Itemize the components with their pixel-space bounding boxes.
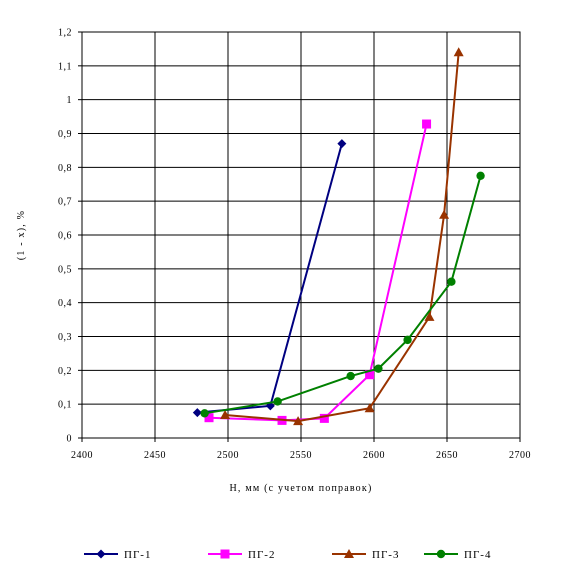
y-tick-label: 0,3	[58, 332, 72, 343]
y-tick-label: 0,7	[58, 197, 72, 208]
series-1	[192, 139, 347, 418]
y-tick-label: 1	[67, 95, 73, 106]
data-point	[293, 416, 304, 426]
x-tick-label: 2700	[509, 450, 531, 461]
x-tick-label: 2450	[144, 450, 166, 461]
data-point	[447, 277, 456, 286]
gridlines	[82, 32, 520, 438]
x-tick-label: 2550	[290, 450, 312, 461]
legend-label: ПГ-3	[372, 549, 399, 561]
legend-marker	[344, 549, 354, 558]
series-line	[208, 123, 428, 422]
data-point	[439, 209, 450, 219]
data-point	[374, 364, 383, 373]
y-axis-title: (1 - x), %	[16, 210, 27, 260]
y-tick-label: 0,5	[58, 264, 72, 275]
data-point	[200, 409, 209, 418]
data-point	[319, 413, 329, 423]
x-axis-ticks: 2400 2450 2500 2550 2600 2650 2700	[71, 438, 531, 461]
data-point	[204, 413, 214, 423]
data-point	[192, 408, 202, 418]
series-line	[224, 52, 460, 423]
series-3	[220, 47, 464, 426]
legend-item: ПГ-2	[208, 549, 275, 561]
y-tick-label: 1,1	[58, 61, 72, 72]
y-tick-label: 0,8	[58, 163, 72, 174]
y-axis-ticks: 0 0,1 0,2 0,3 0,4 0,5 0,6 0,7 0,8 0,9 1 1,1 1,2	[58, 28, 82, 445]
series-layer	[192, 47, 485, 426]
data-point	[337, 139, 347, 149]
legend: ПГ-1 ПГ-2 ПГ-3 ПГ-4	[84, 549, 491, 561]
data-point	[220, 409, 231, 419]
legend-item: ПГ-1	[84, 549, 151, 561]
data-point	[476, 171, 485, 180]
y-tick-label: 1,2	[58, 28, 72, 39]
data-point	[346, 371, 355, 381]
legend-label: ПГ-4	[464, 549, 491, 561]
y-tick-label: 0,4	[58, 298, 72, 309]
series-4	[200, 171, 485, 418]
data-point	[422, 119, 432, 129]
x-tick-label: 2650	[436, 450, 458, 461]
x-tick-label: 2500	[217, 450, 239, 461]
legend-item: ПГ-3	[332, 549, 399, 561]
data-point	[364, 403, 375, 413]
data-point	[365, 370, 375, 380]
series-line	[204, 175, 482, 415]
x-axis-title: Н, мм (с учетом поправок)	[230, 483, 373, 494]
x-tick-label: 2400	[71, 450, 93, 461]
y-tick-label: 0,1	[58, 400, 72, 411]
legend-item: ПГ-4	[424, 549, 491, 561]
legend-marker	[220, 549, 230, 559]
y-tick-label: 0,6	[58, 231, 72, 242]
y-tick-label: 0	[67, 434, 73, 445]
legend-marker	[96, 549, 106, 559]
series-2	[204, 119, 432, 425]
y-tick-label: 0,9	[58, 129, 72, 140]
data-point	[424, 311, 435, 321]
y-tick-label: 0,2	[58, 366, 72, 377]
legend-label: ПГ-2	[248, 549, 275, 561]
series-line	[197, 143, 343, 414]
data-point	[273, 397, 282, 406]
legend-marker	[436, 549, 446, 559]
data-point	[453, 47, 464, 57]
x-tick-label: 2600	[363, 450, 385, 461]
legend-label: ПГ-1	[124, 549, 151, 561]
data-point	[403, 335, 412, 345]
